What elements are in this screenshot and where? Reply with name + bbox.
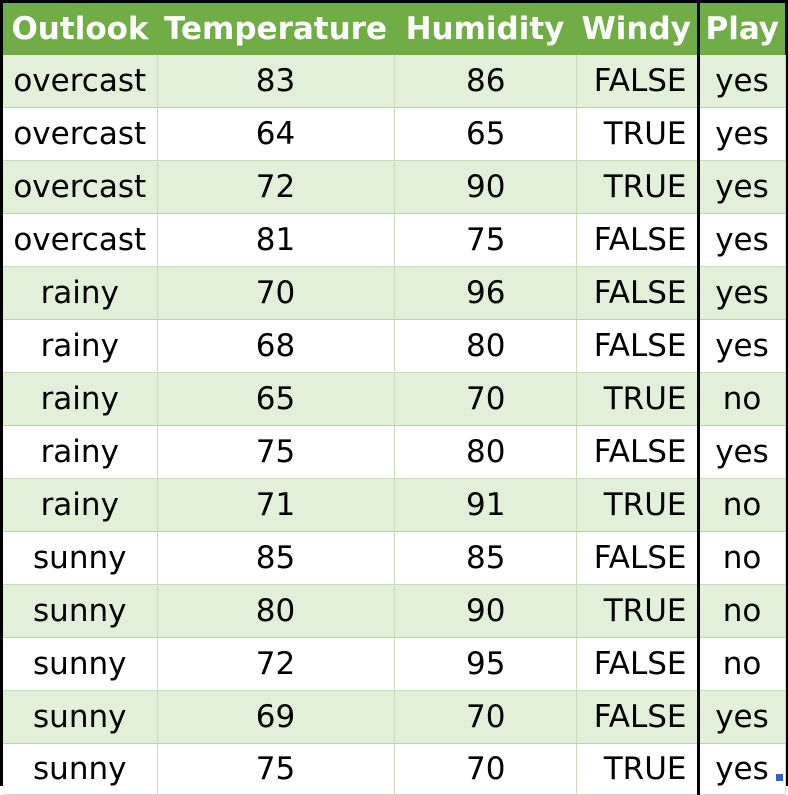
cell-humidity[interactable]: 90 bbox=[394, 584, 577, 638]
cell-humidity[interactable]: 96 bbox=[394, 266, 577, 320]
table-row: rainy 70 96 FALSE yes bbox=[3, 266, 786, 320]
header-row: Outlook Temperature Humidity Windy Play bbox=[3, 3, 785, 55]
table-row: rainy 65 70 TRUE no bbox=[3, 372, 786, 426]
header-cell-humidity[interactable]: Humidity bbox=[394, 3, 576, 55]
cell-humidity[interactable]: 70 bbox=[394, 743, 577, 795]
cell-outlook[interactable]: sunny bbox=[3, 584, 158, 638]
cell-play[interactable]: no bbox=[696, 478, 786, 532]
table-body: overcast 83 86 FALSE yes overcast 64 65 TRUE yes… bbox=[3, 55, 786, 795]
cell-humidity[interactable]: 80 bbox=[394, 319, 577, 373]
cell-temperature[interactable]: 69 bbox=[157, 690, 395, 744]
cell-windy[interactable]: TRUE bbox=[576, 160, 698, 214]
cell-temperature[interactable]: 68 bbox=[157, 319, 395, 373]
cell-windy[interactable]: FALSE bbox=[576, 690, 698, 744]
cell-temperature[interactable]: 80 bbox=[157, 584, 395, 638]
cell-temperature[interactable]: 65 bbox=[157, 372, 395, 426]
header-cell-outlook[interactable]: Outlook bbox=[3, 3, 157, 55]
table-row: sunny 69 70 FALSE yes bbox=[3, 690, 786, 744]
cell-windy[interactable]: TRUE bbox=[576, 107, 698, 161]
cell-windy[interactable]: FALSE bbox=[576, 55, 698, 108]
cell-windy[interactable]: TRUE bbox=[576, 478, 698, 532]
cell-temperature[interactable]: 72 bbox=[157, 637, 395, 691]
header-cell-temperature[interactable]: Temperature bbox=[157, 3, 394, 55]
cell-play[interactable]: no bbox=[696, 372, 786, 426]
cell-play[interactable]: yes bbox=[696, 690, 786, 744]
cell-humidity[interactable]: 80 bbox=[394, 425, 577, 479]
cell-outlook[interactable]: sunny bbox=[3, 531, 158, 585]
cell-humidity[interactable]: 85 bbox=[394, 531, 577, 585]
cell-outlook[interactable]: rainy bbox=[3, 478, 158, 532]
cell-play[interactable]: yes bbox=[696, 425, 786, 479]
cell-outlook[interactable]: rainy bbox=[3, 319, 158, 373]
table-row: rainy 75 80 FALSE yes bbox=[3, 425, 786, 479]
cell-temperature[interactable]: 71 bbox=[157, 478, 395, 532]
cell-play[interactable]: yes bbox=[696, 55, 786, 108]
cell-temperature[interactable]: 70 bbox=[157, 266, 395, 320]
cell-outlook[interactable]: rainy bbox=[3, 372, 158, 426]
cell-humidity[interactable]: 75 bbox=[394, 213, 577, 267]
table-row: rainy 71 91 TRUE no bbox=[3, 478, 786, 532]
cell-play[interactable]: no bbox=[696, 637, 786, 691]
cell-outlook[interactable]: overcast bbox=[3, 160, 158, 214]
cell-outlook[interactable]: overcast bbox=[3, 55, 158, 108]
table-row: sunny 80 90 TRUE no bbox=[3, 584, 786, 638]
cell-play[interactable]: yes bbox=[696, 107, 786, 161]
cell-temperature[interactable]: 83 bbox=[157, 55, 395, 108]
cell-temperature[interactable]: 72 bbox=[157, 160, 395, 214]
cell-humidity[interactable]: 65 bbox=[394, 107, 577, 161]
cell-play[interactable]: yes bbox=[696, 213, 786, 267]
cell-windy[interactable]: FALSE bbox=[576, 213, 698, 267]
header-cell-play[interactable]: Play bbox=[696, 3, 785, 55]
cell-play[interactable]: yes bbox=[696, 266, 786, 320]
cell-outlook[interactable]: sunny bbox=[3, 637, 158, 691]
cell-play[interactable]: yes bbox=[696, 743, 786, 795]
cell-outlook[interactable]: sunny bbox=[3, 690, 158, 744]
cell-temperature[interactable]: 75 bbox=[157, 743, 395, 795]
cell-humidity[interactable]: 90 bbox=[394, 160, 577, 214]
cell-outlook[interactable]: overcast bbox=[3, 213, 158, 267]
cell-windy[interactable]: FALSE bbox=[576, 531, 698, 585]
table-row: sunny 75 70 TRUE yes bbox=[3, 743, 786, 795]
cell-outlook[interactable]: sunny bbox=[3, 743, 158, 795]
cell-temperature[interactable]: 75 bbox=[157, 425, 395, 479]
cell-humidity[interactable]: 70 bbox=[394, 372, 577, 426]
cell-play[interactable]: yes bbox=[696, 160, 786, 214]
table-row: overcast 64 65 TRUE yes bbox=[3, 107, 786, 161]
cell-temperature[interactable]: 85 bbox=[157, 531, 395, 585]
cell-windy[interactable]: TRUE bbox=[576, 584, 698, 638]
cell-outlook[interactable]: rainy bbox=[3, 425, 158, 479]
cell-windy[interactable]: TRUE bbox=[576, 372, 698, 426]
cell-windy[interactable]: FALSE bbox=[576, 319, 698, 373]
cell-humidity[interactable]: 70 bbox=[394, 690, 577, 744]
cell-humidity[interactable]: 91 bbox=[394, 478, 577, 532]
cell-temperature[interactable]: 64 bbox=[157, 107, 395, 161]
table-row: overcast 83 86 FALSE yes bbox=[3, 55, 786, 108]
cell-windy[interactable]: TRUE bbox=[576, 743, 698, 795]
table-row: overcast 72 90 TRUE yes bbox=[3, 160, 786, 214]
table-row: sunny 72 95 FALSE no bbox=[3, 637, 786, 691]
table-row: rainy 68 80 FALSE yes bbox=[3, 319, 786, 373]
weather-play-table: Outlook Temperature Humidity Windy Play … bbox=[3, 3, 786, 795]
table-row: sunny 85 85 FALSE no bbox=[3, 531, 786, 585]
cell-temperature[interactable]: 81 bbox=[157, 213, 395, 267]
cell-windy[interactable]: FALSE bbox=[576, 637, 698, 691]
header-cell-windy[interactable]: Windy bbox=[576, 3, 698, 55]
cell-windy[interactable]: FALSE bbox=[576, 425, 698, 479]
cell-humidity[interactable]: 95 bbox=[394, 637, 577, 691]
cell-outlook[interactable]: rainy bbox=[3, 266, 158, 320]
cell-outlook[interactable]: overcast bbox=[3, 107, 158, 161]
cell-play[interactable]: yes bbox=[696, 319, 786, 373]
fill-handle[interactable] bbox=[776, 774, 783, 781]
cell-play[interactable]: no bbox=[696, 584, 786, 638]
cell-play[interactable]: no bbox=[696, 531, 786, 585]
table-row: overcast 81 75 FALSE yes bbox=[3, 213, 786, 267]
cell-windy[interactable]: FALSE bbox=[576, 266, 698, 320]
cell-humidity[interactable]: 86 bbox=[394, 55, 577, 108]
